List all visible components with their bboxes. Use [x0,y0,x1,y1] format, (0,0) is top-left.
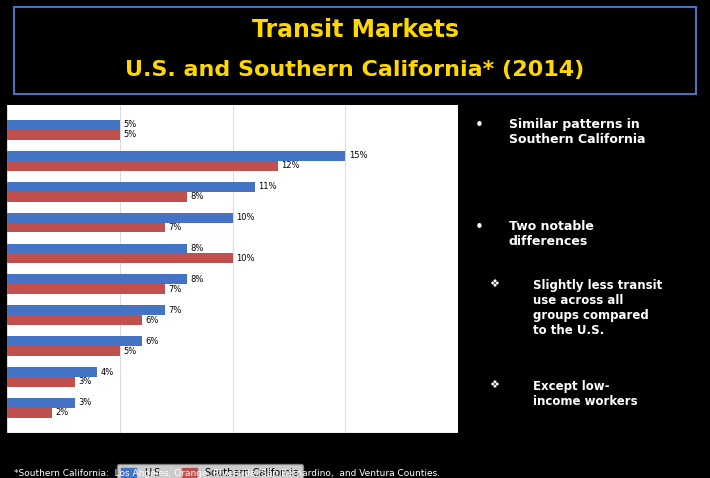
Bar [7,182,255,192]
Text: Transit Markets: Transit Markets [251,18,459,42]
Text: 5%: 5% [124,130,136,140]
Bar [7,398,75,408]
Bar [7,120,120,130]
Text: •: • [475,118,484,133]
Text: 4%: 4% [101,368,114,377]
Bar [7,305,165,315]
Text: Slightly less transit
use across all
groups compared
to the U.S.: Slightly less transit use across all gro… [532,279,662,337]
Text: *Southern California:  Los Angeles, Orange, Riverside, San Bernardino,  and Vent: *Southern California: Los Angeles, Orang… [14,469,440,478]
Bar [7,408,53,418]
Bar [7,367,97,377]
Text: Except low-
income workers: Except low- income workers [532,380,638,408]
Text: 2%: 2% [55,408,69,417]
Text: 15%: 15% [349,152,367,160]
Bar [7,274,187,284]
Text: 10%: 10% [236,254,254,263]
Text: Similar patterns in
Southern California: Similar patterns in Southern California [508,118,645,146]
Bar [7,151,345,161]
Bar [7,223,165,232]
Text: 7%: 7% [168,285,182,294]
Text: 12%: 12% [281,161,300,170]
Text: Two notable
differences: Two notable differences [508,220,594,248]
Text: 8%: 8% [191,275,204,284]
Text: 5%: 5% [124,347,136,356]
Text: 6%: 6% [146,337,159,346]
Bar [7,244,187,253]
Text: ❖: ❖ [489,279,499,289]
Bar [7,161,278,171]
Text: 5%: 5% [124,120,136,130]
Bar [7,253,233,263]
Text: 3%: 3% [78,378,92,386]
Bar [7,284,165,294]
Text: 7%: 7% [168,306,182,315]
Bar [7,192,187,202]
Text: ❖: ❖ [489,380,499,390]
Text: •: • [475,220,484,235]
Text: 3%: 3% [78,398,92,407]
Legend: U.S., Southern California: U.S., Southern California [117,464,302,478]
Bar [7,336,142,346]
Bar [7,315,142,325]
Text: 8%: 8% [191,192,204,201]
Text: 6%: 6% [146,315,159,325]
Bar [7,130,120,140]
Bar [7,346,120,356]
Text: 10%: 10% [236,213,254,222]
Text: Steven Ruggles, Katie Genadek, Ronald Goeken, Josiah Grover, and Matthew Sobek. : Steven Ruggles, Katie Genadek, Ronald Go… [16,440,418,451]
Text: U.S. and Southern California* (2014): U.S. and Southern California* (2014) [126,60,584,80]
Text: 7%: 7% [168,223,182,232]
Text: 8%: 8% [191,244,204,253]
Bar [7,377,75,387]
Bar [7,213,233,223]
Text: 11%: 11% [258,182,277,191]
